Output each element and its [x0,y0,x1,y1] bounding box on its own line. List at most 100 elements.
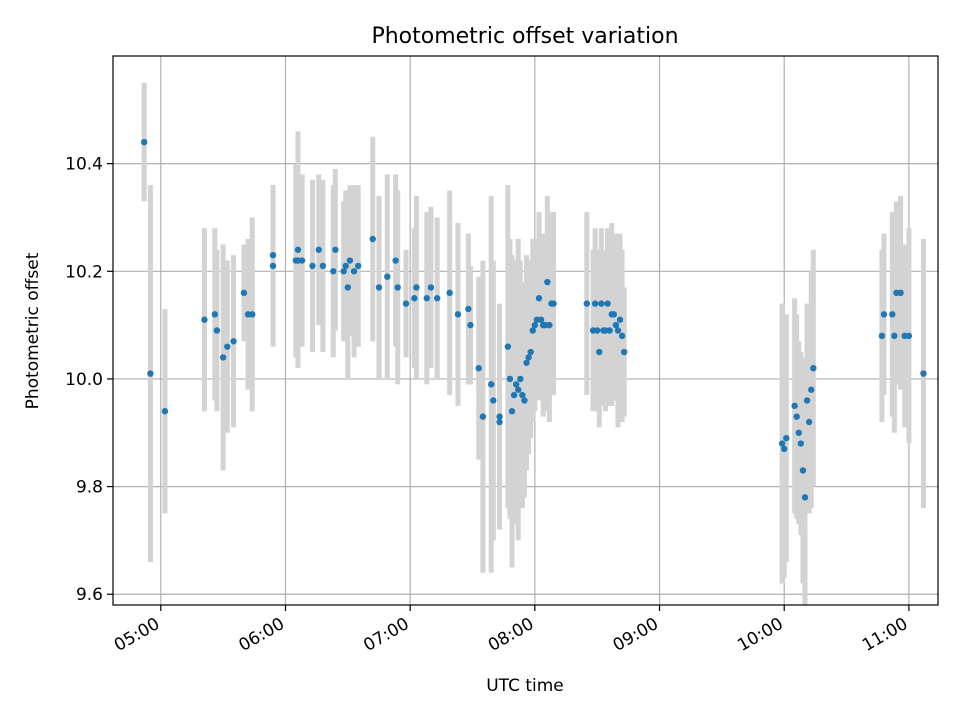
y-tick-label: 10.0 [65,370,103,390]
data-point [517,375,524,383]
data-point [889,311,896,318]
data-point [621,348,628,356]
data-point [269,251,277,259]
x-tick-label: 07:00 [360,614,412,656]
chart-title: Photometric offset variation [371,24,678,49]
data-points [140,138,927,501]
data-point [515,386,522,393]
data-point [801,494,809,501]
data-point [161,408,169,415]
data-point [488,381,495,388]
data-point [384,273,391,280]
data-point [496,413,503,420]
x-tick-label: 06:00 [236,614,288,656]
data-point [537,316,545,323]
data-point [880,311,888,318]
data-point [795,429,802,436]
data-point [392,257,399,264]
data-point [240,289,248,297]
data-point [219,354,227,361]
data-point [309,262,316,270]
data-point [604,300,611,307]
data-point [781,445,788,453]
data-point [803,397,811,404]
data-point [508,408,516,415]
data-point [606,327,613,334]
data-point [211,311,219,318]
data-point [433,295,441,302]
data-point [411,295,418,302]
x-tick-label: 08:00 [485,614,537,656]
data-point [583,300,591,307]
data-point [375,284,383,291]
data-point [797,440,805,447]
data-point [427,284,435,291]
data-point [344,284,352,291]
data-point [213,327,221,334]
x-tick-label: 05:00 [111,614,163,656]
data-point [791,402,798,410]
data-point [810,364,817,372]
data-point [346,257,354,264]
data-point [793,413,800,420]
data-point [201,316,208,323]
data-point [249,311,256,318]
data-point [591,300,599,307]
y-tick-label: 10.2 [65,262,103,282]
data-point [298,257,306,264]
data-point [783,434,790,442]
data-point [269,262,277,270]
data-point [878,332,886,340]
data-point [413,284,420,291]
data-point [394,284,401,291]
data-point [315,246,322,253]
data-point [610,311,618,318]
data-point [808,386,815,393]
data-point [294,246,302,253]
data-point [897,289,904,297]
data-point [519,391,526,399]
data-point [490,397,497,404]
x-axis-label: UTC time [486,676,564,696]
data-point [525,354,532,361]
data-point [529,327,536,334]
y-tick-label: 9.8 [76,478,103,498]
data-point [616,316,624,323]
data-point [506,375,514,383]
y-axis-ticks: 9.6 9.8 10.0 10.2 10.4 [65,155,113,605]
x-tick-label: 10:00 [734,614,786,656]
data-point [140,138,148,146]
error-bars [141,82,926,605]
data-point [423,295,430,302]
data-point [369,235,376,243]
data-point [510,391,518,399]
data-point [612,321,620,329]
data-point [905,332,913,340]
data-point [224,343,231,350]
x-axis-ticks: 05:00 06:00 07:00 08:00 09:00 10:00 11:00 [111,605,911,656]
data-point [479,413,487,420]
data-point [618,332,626,340]
data-point [805,418,813,426]
data-point [446,289,453,297]
data-point [467,321,474,329]
data-point [799,467,807,474]
data-point [596,348,603,356]
data-point [531,321,539,329]
y-axis-label: Photometric offset [23,252,43,409]
data-point [332,246,339,253]
data-point [496,418,503,426]
data-point [598,300,605,307]
data-point [550,300,557,307]
data-point [544,278,551,286]
data-point [330,268,337,275]
data-point [593,327,601,334]
plot-frame [112,55,939,606]
y-tick-label: 9.6 [76,585,103,605]
x-tick-label: 09:00 [610,614,662,656]
data-point [475,364,482,372]
data-point [521,397,528,404]
data-point [891,332,898,340]
data-point [523,359,530,366]
